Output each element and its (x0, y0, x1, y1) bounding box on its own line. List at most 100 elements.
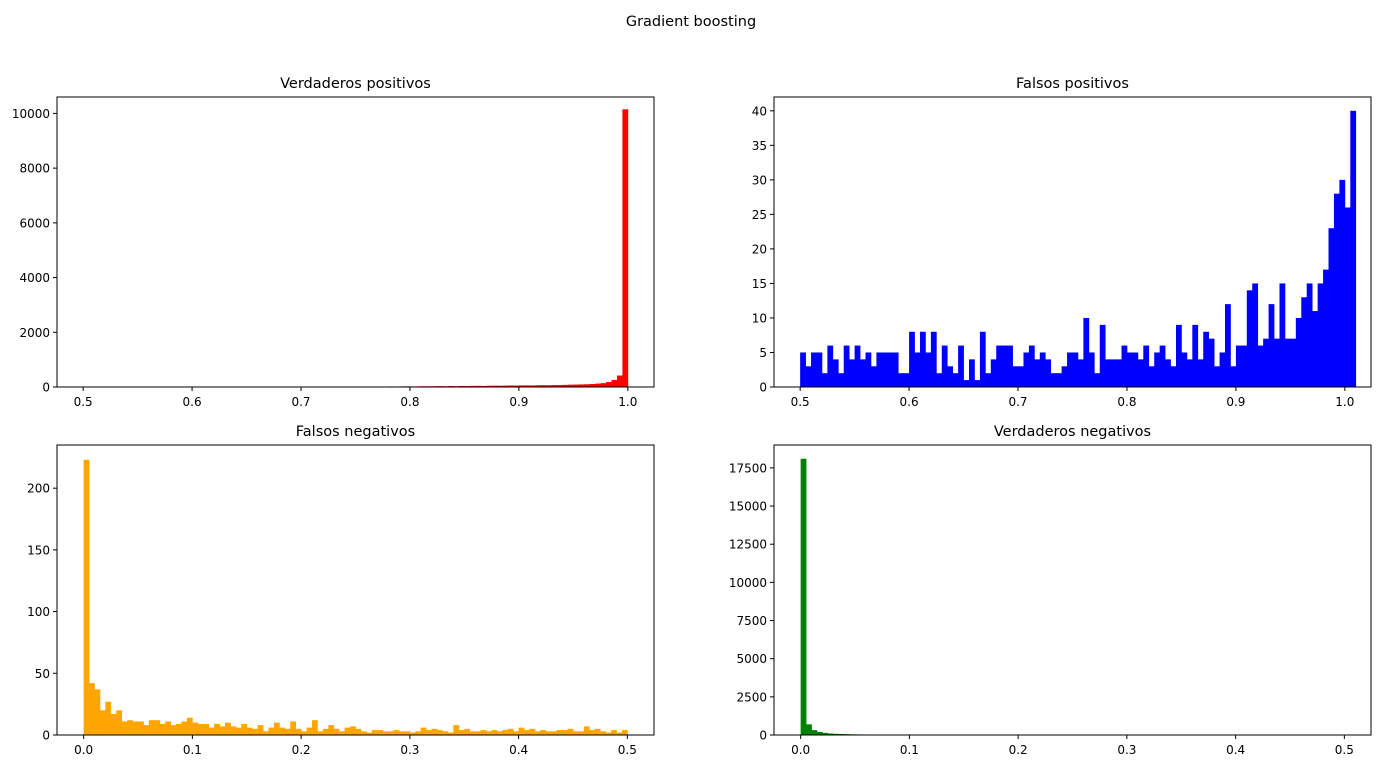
figure-suptitle: Gradient boosting (626, 14, 756, 30)
histogram-bar (497, 385, 503, 387)
histogram-bar (806, 724, 812, 735)
y-tick-label: 12500 (729, 538, 767, 552)
histogram-bar (1203, 331, 1210, 387)
histogram-bar (469, 385, 476, 387)
histogram-bar (611, 379, 618, 387)
histogram-bar (887, 352, 894, 387)
histogram-bar (306, 727, 313, 735)
histogram-bar (1290, 338, 1297, 387)
histogram-bar (186, 717, 193, 735)
histogram-bar (974, 380, 981, 387)
histogram-bar (121, 721, 128, 735)
x-tick-label: 0.4 (509, 743, 528, 757)
histogram-bar (958, 345, 964, 387)
histogram-bar (159, 723, 166, 735)
histogram-bar (936, 373, 943, 387)
histogram-bar (600, 731, 606, 735)
x-tick-label: 0.2 (292, 743, 311, 757)
histogram-bar (339, 731, 345, 735)
histogram-bar (366, 732, 373, 735)
histogram-bar (573, 384, 580, 387)
y-tick-label: 6000 (19, 216, 50, 230)
histogram-bar (235, 727, 242, 735)
histogram-bar (214, 723, 220, 735)
histogram-bar (518, 727, 525, 735)
histogram-bar (458, 730, 465, 735)
histogram-bar (1039, 352, 1046, 387)
histogram-bar (1143, 345, 1150, 387)
histogram-bar (404, 731, 411, 735)
histogram-bar (1306, 283, 1313, 387)
axes-frame (56, 96, 655, 388)
panel-title: Verdaderos positivos (280, 76, 431, 92)
histogram-bar (241, 723, 248, 735)
histogram-bar (1230, 366, 1237, 387)
histogram-bar (1197, 359, 1204, 387)
histogram-bar (447, 732, 454, 735)
histogram-bar (1083, 317, 1090, 387)
histogram-bar (1333, 193, 1340, 387)
y-tick-label: 7500 (736, 614, 767, 628)
histogram-bar (584, 384, 591, 387)
histogram-bar (556, 730, 563, 735)
histogram-bar (1257, 345, 1264, 387)
x-tick-label: 1.0 (618, 395, 637, 409)
histogram-bar (822, 732, 829, 735)
histogram-bar (230, 726, 237, 735)
histogram-bar (524, 385, 531, 387)
histogram-bar (1214, 366, 1220, 387)
histogram-bar (985, 373, 992, 387)
histogram-bar (203, 723, 210, 735)
x-tick-label: 0.0 (791, 743, 810, 757)
histogram-bar (567, 384, 574, 387)
histogram-bar (621, 730, 628, 735)
histogram-bar (578, 731, 585, 735)
histogram-bar (1154, 352, 1161, 387)
histogram-bar (595, 383, 601, 387)
histogram-bar (518, 385, 525, 387)
histogram-bar (268, 727, 275, 735)
y-tick-label: 5000 (736, 652, 767, 666)
histogram-bar (567, 728, 574, 735)
histogram-bar (252, 728, 258, 735)
axes-frame (773, 444, 1372, 736)
x-tick-label: 0.6 (183, 395, 202, 409)
histogram-bar (393, 730, 400, 735)
histogram-bar (99, 710, 106, 735)
histogram-bar (1208, 338, 1215, 387)
histogram-bar (811, 730, 818, 735)
y-tick-label: 35 (752, 139, 767, 153)
histogram-bar (197, 723, 204, 735)
histogram-bar (919, 331, 926, 387)
y-tick-label: 50 (35, 667, 50, 681)
histogram-bar (529, 728, 536, 735)
histogram-bar (1018, 366, 1024, 387)
histogram-bar (622, 109, 629, 387)
histogram-bar (485, 731, 492, 735)
histogram-bar (1007, 345, 1013, 387)
x-tick-label: 0.9 (1226, 395, 1245, 409)
histogram-bar (930, 331, 937, 387)
histogram-bar (225, 722, 231, 735)
histogram-bar (1067, 352, 1073, 387)
x-tick-label: 0.0 (74, 743, 93, 757)
histogram-bar (94, 689, 101, 735)
histogram-bar (616, 375, 623, 387)
histogram-bar (1088, 352, 1095, 387)
histogram-bar (344, 727, 351, 735)
panel-2: 0.5 0.6 0.7 0.8 0.9 1.0 0 5 10 15 20 25 30 35 40 Falsos… (752, 76, 1372, 409)
panel-title: Verdaderos negativos (994, 424, 1151, 440)
y-tick-label: 30 (752, 173, 767, 187)
histogram-bar (355, 728, 362, 735)
histogram-bar (535, 385, 542, 387)
histogram-bar (562, 730, 568, 735)
histogram-bar (838, 373, 845, 387)
histogram-bar (371, 730, 378, 735)
histogram-bar (83, 459, 90, 735)
histogram-bar (805, 366, 812, 387)
panels: 0.5 0.6 0.7 0.8 0.9 1.00200040006000800010000… (12, 76, 1372, 757)
y-tick-label: 150 (27, 543, 50, 557)
histogram-bar (284, 728, 291, 735)
histogram-bar (176, 723, 182, 735)
